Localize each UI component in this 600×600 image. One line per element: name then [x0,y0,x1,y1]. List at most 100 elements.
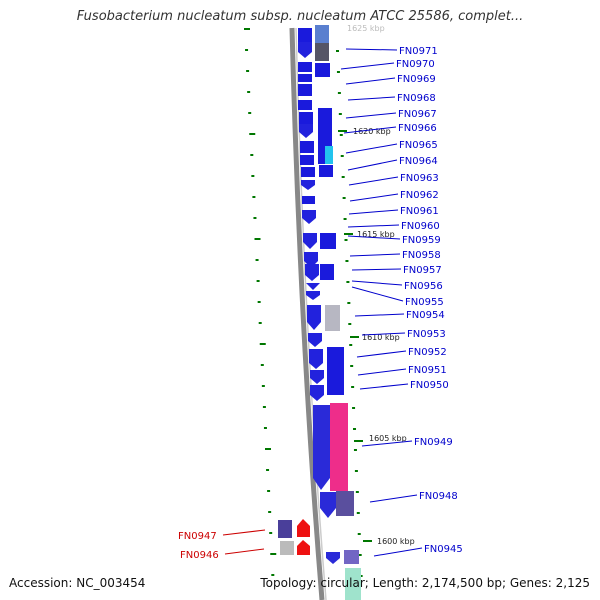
gene-label-text[interactable]: FN0960 [401,221,440,232]
outer-tick [249,133,256,135]
gene-label-fn0959[interactable]: FN0959 [347,235,441,246]
gene-label-fn0960[interactable]: FN0960 [347,221,440,232]
inner-tick [355,491,359,493]
gene-label-fn0954[interactable]: FN0954 [354,310,445,321]
leader-line [345,48,398,51]
gene-label-fn0950[interactable]: FN0950 [359,380,449,391]
gene-label-fn0948[interactable]: FN0948 [369,491,458,503]
gene-label-text[interactable]: FN0945 [424,544,463,555]
feature-arrow [313,405,330,490]
gene-label-text[interactable]: FN0969 [397,74,436,85]
gene-label-fn0968[interactable]: FN0968 [347,93,436,104]
gene-label-text[interactable]: FN0950 [410,380,449,391]
gene-label-text[interactable]: FN0959 [402,235,441,246]
leader-line [224,548,265,555]
inner-tick [338,113,342,115]
gene-label-fn0957[interactable]: FN0957 [351,265,442,276]
leader-line [222,529,266,536]
gene-label-text[interactable]: FN0967 [398,109,437,120]
gene-label-fn0965[interactable]: FN0965 [345,140,438,154]
scale-label: 1620 kbp [353,127,391,136]
gene-label-fn0971[interactable]: FN0971 [345,46,438,57]
scale-mark: 1605 kbp [354,434,407,443]
map-title: Fusobacterium nucleatum subsp. nucleatum… [76,9,524,24]
feature-block [278,520,292,538]
gene-label-text[interactable]: FN0948 [419,491,458,502]
leader-line [351,268,402,271]
leader-line [347,235,401,240]
outer-tick [270,553,277,555]
gene-label-text[interactable]: FN0962 [400,190,439,201]
gene-label-text[interactable]: FN0954 [406,310,445,321]
leader-line [373,547,423,557]
inner-tick [359,575,363,577]
feature-arrow [307,305,321,330]
gene-label-fn0963[interactable]: FN0963 [348,173,439,186]
inner-tick [349,344,353,346]
gene-label-text[interactable]: FN0966 [398,123,437,134]
feature-arrow [326,552,340,564]
outer-tick [262,406,266,408]
feature-block [298,28,312,42]
gene-label-text[interactable]: FN0963 [400,173,439,184]
gene-label-text[interactable]: FN0951 [408,365,447,376]
gene-label-fn0951[interactable]: FN0951 [357,365,447,376]
gene-label-fn0962[interactable]: FN0962 [349,190,439,202]
outer-tick [263,427,267,429]
gene-label-text[interactable]: FN0955 [405,297,444,308]
scale-label: 1615 kbp [357,230,395,239]
feature-arrow [303,233,317,249]
gene-labels[interactable]: FN0971 FN0970 FN0969 FN0968 FN0967 FN0966 FN09… [178,46,463,561]
gene-label-fn0964[interactable]: FN0964 [347,156,438,171]
outer-tick [254,238,261,240]
outer-tick [253,217,257,219]
gene-label-text[interactable]: FN0957 [403,265,442,276]
gene-label-fn0955[interactable]: FN0955 [351,286,444,308]
gene-label-text[interactable]: FN0952 [408,347,447,358]
gene-label-text[interactable]: FN0958 [402,250,441,261]
feature-block [315,43,329,61]
gene-label-fn0947[interactable]: FN0947 [178,529,266,542]
gene-label-text[interactable]: FN0961 [400,206,439,217]
gene-label-fn0961[interactable]: FN0961 [348,206,439,217]
feature-block [302,196,315,204]
gene-label-fn0967[interactable]: FN0967 [345,109,437,120]
gene-label-text[interactable]: FN0953 [407,329,446,340]
gene-label-text[interactable]: FN0965 [399,140,438,151]
gene-label-text[interactable]: FN0968 [397,93,436,104]
scale-mark: 1620 kbp [338,127,391,136]
feature-block [298,84,312,96]
inner-tick [342,197,346,199]
gene-label-text[interactable]: FN0947 [178,531,217,542]
inner-tick [353,428,357,430]
inner-tick [356,512,360,514]
scale-mark: 1625 kbp [347,24,385,33]
gene-label-fn0956[interactable]: FN0956 [351,280,443,292]
gene-label-text[interactable]: FN0970 [396,59,435,70]
feature-arrow [310,385,324,401]
gene-label-fn0970[interactable]: FN0970 [340,59,435,70]
leader-line [347,159,398,171]
outer-tick [269,532,273,534]
gene-label-fn0953[interactable]: FN0953 [361,329,446,340]
gene-label-fn0958[interactable]: FN0958 [349,250,441,261]
feature-block [301,167,315,177]
inner-tick [358,554,362,556]
gene-label-fn0946[interactable]: FN0946 [180,548,265,561]
gene-label-fn0949[interactable]: FN0949 [361,437,453,448]
outer-tick [260,364,264,366]
outer-tick [251,175,255,177]
gene-label-fn0966[interactable]: FN0966 [343,123,437,134]
gene-label-fn0969[interactable]: FN0969 [345,74,436,85]
gene-label-text[interactable]: FN0971 [399,46,438,57]
outer-tick [255,259,259,261]
feature-arrow [302,210,316,224]
gene-label-text[interactable]: FN0949 [414,437,453,448]
gene-label-text[interactable]: FN0956 [404,281,443,292]
gene-label-fn0952[interactable]: FN0952 [356,347,447,358]
gene-label-text[interactable]: FN0946 [180,550,219,561]
gene-label-text[interactable]: FN0964 [399,156,438,167]
gene-label-fn0945[interactable]: FN0945 [373,544,463,557]
inner-tick [353,449,357,451]
